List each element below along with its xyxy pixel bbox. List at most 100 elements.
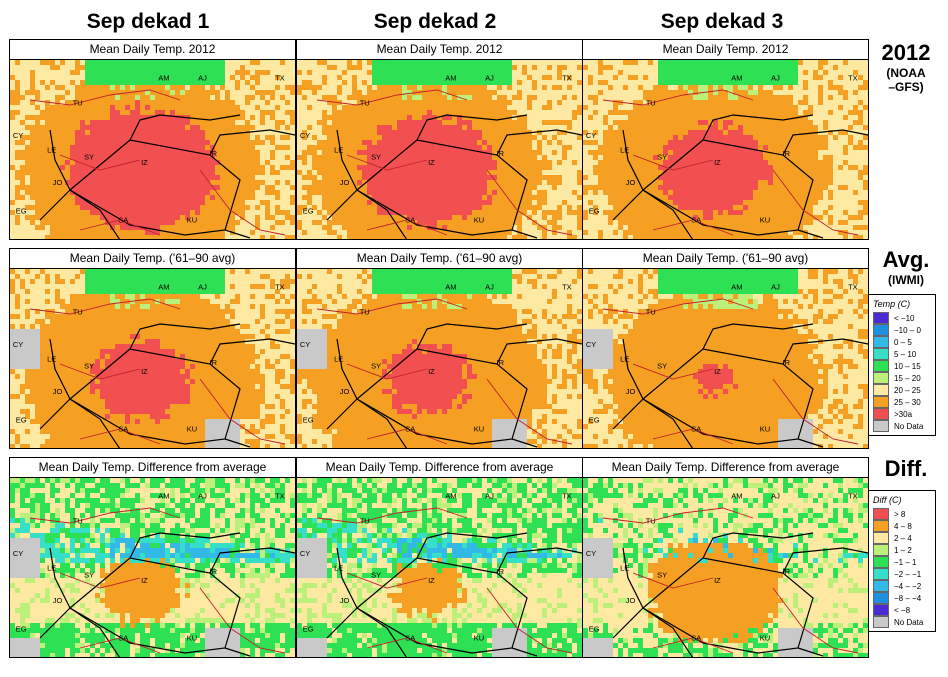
- map-cell: [437, 70, 443, 76]
- map-cell: [35, 155, 41, 161]
- map-cell: [100, 140, 106, 146]
- map-cell: [502, 105, 508, 111]
- map-cell: [783, 95, 789, 101]
- map-cell: [75, 60, 81, 66]
- map-cell: [527, 100, 533, 106]
- legend-item: No Data: [873, 616, 931, 628]
- map-cell: [643, 60, 649, 66]
- map-cell: [85, 110, 91, 116]
- map-cell: [275, 90, 281, 96]
- map-cell: [35, 120, 41, 126]
- map-cell: [55, 100, 61, 106]
- map-cell: [522, 95, 528, 101]
- map-cell: [95, 170, 101, 176]
- map-cell: [265, 75, 271, 81]
- map-cell: [783, 90, 789, 96]
- map-cell: [347, 65, 353, 71]
- map-cell: [135, 210, 141, 216]
- map-cell: [593, 80, 599, 86]
- map-cell: [593, 60, 599, 66]
- map-cell: [863, 70, 868, 76]
- map-cell: [803, 100, 809, 106]
- map-cell: [317, 110, 323, 116]
- map-cell: [160, 175, 166, 181]
- map-cell: [265, 235, 271, 239]
- map-cell: [377, 105, 383, 111]
- map-cell: [567, 210, 573, 216]
- map-cell: [200, 160, 206, 166]
- map-cell: [120, 75, 126, 81]
- map-cell: [297, 185, 303, 191]
- map-cell: [290, 155, 295, 161]
- map-cell: [377, 180, 383, 186]
- map-cell: [15, 70, 21, 76]
- map-cell: [290, 145, 295, 151]
- map-cell: [210, 90, 216, 96]
- map-cell: [165, 220, 171, 226]
- map-cell: [250, 230, 256, 236]
- map-cell: [387, 185, 393, 191]
- map-cell: [327, 80, 333, 86]
- map-cell: [658, 95, 664, 101]
- map-cell: [567, 235, 573, 239]
- map-cell: [50, 120, 56, 126]
- map-cell: [10, 150, 16, 156]
- map-cell: [25, 205, 31, 211]
- map-cell: [502, 90, 508, 96]
- map-cell: [332, 200, 338, 206]
- map-cell: [387, 85, 393, 91]
- map-cell: [200, 185, 206, 191]
- map-cell: [658, 80, 664, 86]
- map-cell: [185, 120, 191, 126]
- map-cell: [337, 185, 343, 191]
- map-cell: [502, 60, 508, 66]
- map-cell: [100, 155, 106, 161]
- map-cell: [185, 230, 191, 236]
- map-cell: [190, 220, 196, 226]
- map-cell: [417, 130, 423, 136]
- map-cell: [572, 65, 578, 71]
- map-cell: [362, 230, 368, 236]
- map-cell: [532, 185, 538, 191]
- map-cell: [210, 130, 216, 136]
- map-cell: [613, 115, 619, 121]
- map-cell: [230, 125, 236, 131]
- map-cell: [110, 235, 116, 239]
- map-cell: [337, 190, 343, 196]
- map-cell: [693, 115, 699, 121]
- map-cell: [110, 115, 116, 121]
- map-cell: [210, 160, 216, 166]
- map-cell: [437, 155, 443, 161]
- map-cell: [215, 220, 221, 226]
- map-cell: [235, 150, 241, 156]
- map-cell: [598, 85, 604, 91]
- map-cell: [220, 80, 226, 86]
- map-cell: [663, 80, 669, 86]
- map-cell: [275, 205, 281, 211]
- map-cell: [155, 130, 161, 136]
- map-cell: [185, 150, 191, 156]
- map-cell: [417, 185, 423, 191]
- map-cell: [502, 75, 508, 81]
- map-cell: [270, 180, 276, 186]
- map-cell: [180, 95, 186, 101]
- map-cell: [402, 190, 408, 196]
- map-cell: [302, 60, 308, 66]
- map-cell: [683, 80, 689, 86]
- map-cell: [220, 155, 226, 161]
- map-cell: [280, 155, 286, 161]
- map-cell: [140, 170, 146, 176]
- map-cell: [703, 60, 709, 66]
- map-cell: [50, 185, 56, 191]
- map-cell: [567, 145, 573, 151]
- map-cell: [527, 90, 533, 96]
- map-cell: [442, 125, 448, 131]
- map-cell: [593, 100, 599, 106]
- map-cell: [95, 155, 101, 161]
- map-cell: [552, 195, 558, 201]
- map-cell: [180, 200, 186, 206]
- map-cell: [482, 180, 488, 186]
- map-cell: [10, 100, 16, 106]
- map-cell: [190, 225, 196, 231]
- map-cell: [392, 185, 398, 191]
